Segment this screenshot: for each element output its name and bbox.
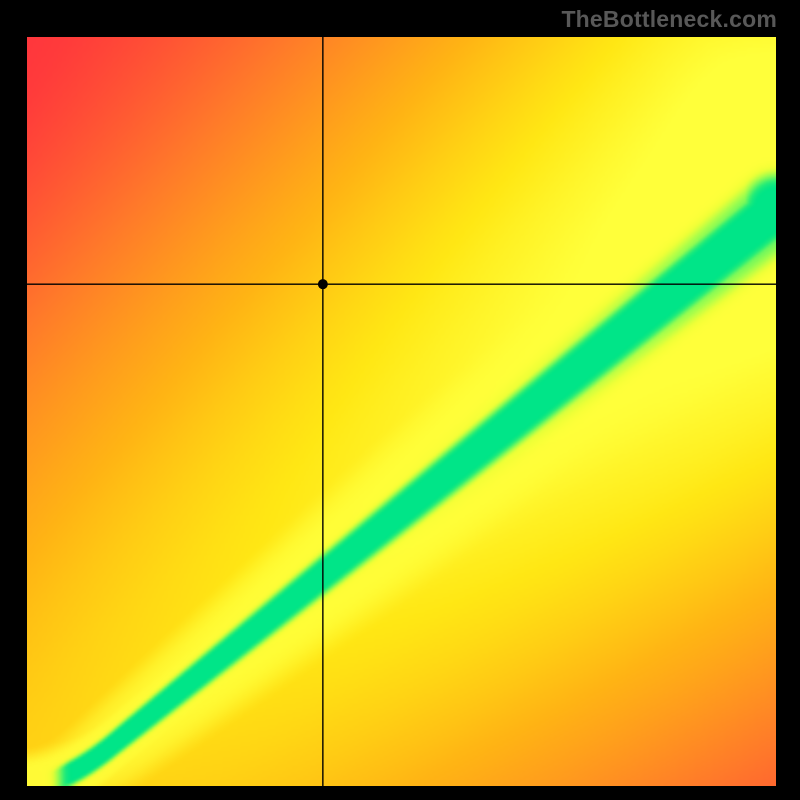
attribution-text: TheBottleneck.com (561, 6, 777, 33)
figure-root: TheBottleneck.com (0, 0, 800, 800)
bottleneck-heatmap (27, 37, 776, 786)
